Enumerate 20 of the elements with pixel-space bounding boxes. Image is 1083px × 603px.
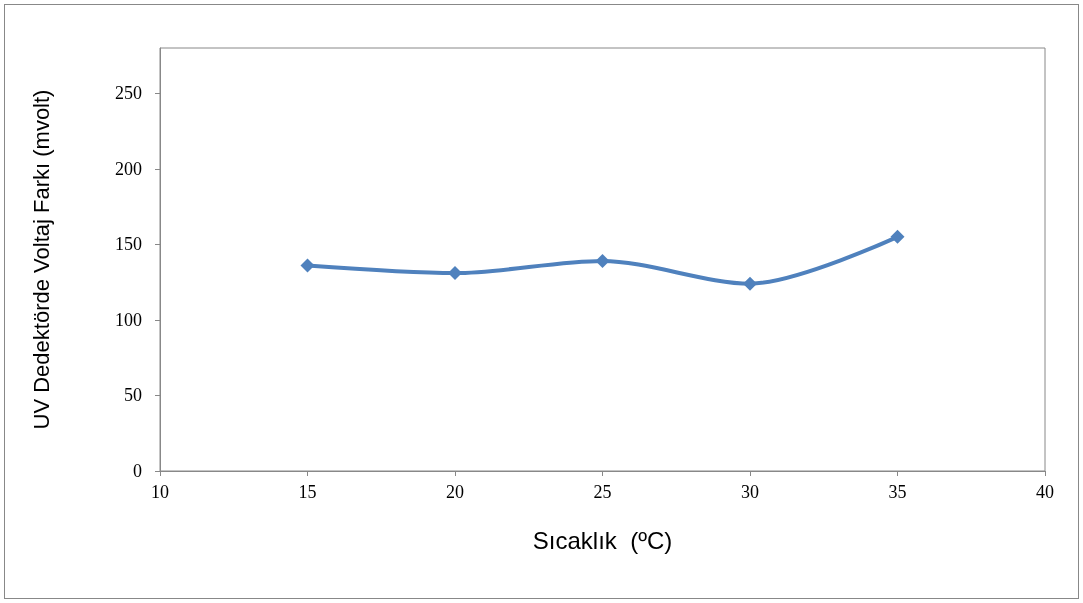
- point: [300, 258, 315, 273]
- point: [890, 229, 905, 244]
- y-axis-title: UV Dedektörde Voltaj Farkı (mvolt): [28, 89, 54, 430]
- y-tick-label: 200: [115, 158, 142, 179]
- y-tick-label: 150: [115, 234, 142, 255]
- x-tick-label: 20: [446, 482, 464, 502]
- y-tick-label: 50: [124, 385, 142, 406]
- y-tick-label: 0: [133, 461, 142, 481]
- x-tick-label: 35: [888, 482, 907, 502]
- x-tick-label: 30: [741, 482, 759, 502]
- x-tick-label: 10: [151, 482, 169, 502]
- point: [743, 276, 757, 291]
- point: [595, 254, 610, 269]
- x-axis-title: Sıcaklık (ºC): [532, 526, 673, 554]
- x-tick-label: 25: [593, 482, 612, 502]
- y-tick-label: 100: [115, 309, 142, 330]
- x-tick-label: 40: [1036, 482, 1054, 502]
- x-tick-label: 15: [298, 482, 317, 502]
- y-tick-label: 250: [115, 83, 142, 104]
- point: [448, 266, 462, 281]
